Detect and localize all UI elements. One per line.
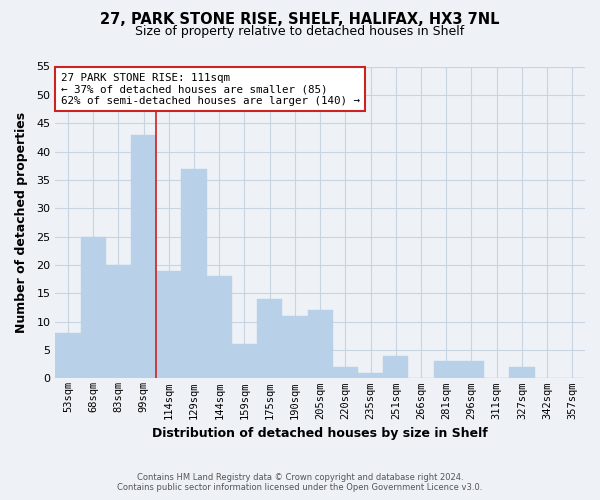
Bar [156,270,181,378]
Text: 27, PARK STONE RISE, SHELF, HALIFAX, HX3 7NL: 27, PARK STONE RISE, SHELF, HALIFAX, HX3… [100,12,500,28]
Text: Contains HM Land Registry data © Crown copyright and database right 2024.
Contai: Contains HM Land Registry data © Crown c… [118,473,482,492]
Bar [257,299,283,378]
Y-axis label: Number of detached properties: Number of detached properties [15,112,28,333]
Bar [333,367,358,378]
Bar [308,310,333,378]
Text: Size of property relative to detached houses in Shelf: Size of property relative to detached ho… [136,25,464,38]
Bar [80,236,106,378]
Bar [232,344,257,378]
Bar [509,367,535,378]
Bar [283,316,308,378]
Bar [181,168,206,378]
Bar [106,265,131,378]
Bar [55,333,80,378]
Bar [459,362,484,378]
Bar [434,362,459,378]
Text: 27 PARK STONE RISE: 111sqm
← 37% of detached houses are smaller (85)
62% of semi: 27 PARK STONE RISE: 111sqm ← 37% of deta… [61,72,359,106]
Bar [206,276,232,378]
Bar [131,134,156,378]
X-axis label: Distribution of detached houses by size in Shelf: Distribution of detached houses by size … [152,427,488,440]
Bar [383,356,409,378]
Bar [358,372,383,378]
